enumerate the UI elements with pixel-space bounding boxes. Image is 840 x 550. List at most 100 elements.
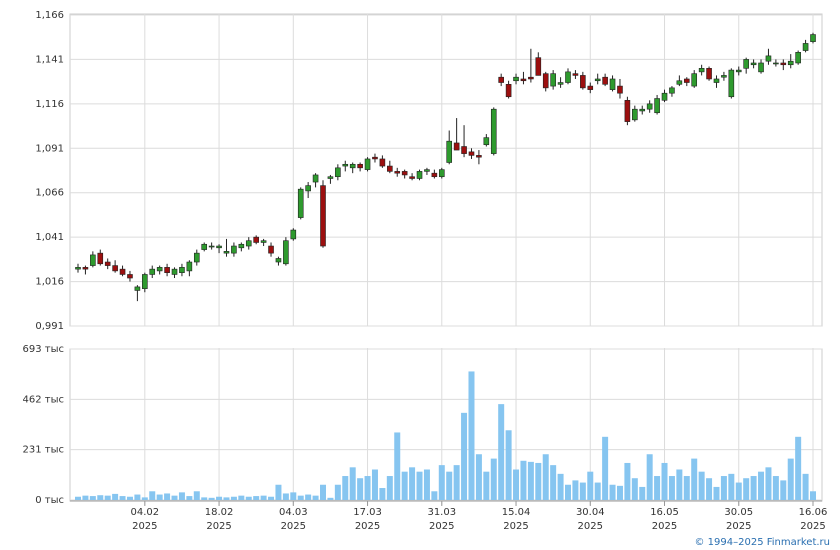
volume-bar xyxy=(342,476,349,500)
volume-bar xyxy=(594,482,601,500)
candle-body xyxy=(275,258,282,263)
volume-bar xyxy=(468,371,475,500)
candle-body xyxy=(342,163,349,167)
candle-body xyxy=(134,286,141,291)
volume-bar xyxy=(416,471,423,500)
candle-body xyxy=(617,85,623,94)
x-tick-label: 18.02 xyxy=(205,507,234,518)
x-tick-year: 2025 xyxy=(429,521,454,532)
candle-body xyxy=(654,98,660,114)
candle-body xyxy=(810,34,816,42)
volume-bar xyxy=(186,496,193,500)
candle-body xyxy=(758,62,764,73)
volume-bar xyxy=(357,478,364,500)
x-tick-year: 2025 xyxy=(281,521,306,532)
candle-body xyxy=(379,158,386,167)
candle-body xyxy=(683,78,690,83)
candle-body xyxy=(728,69,735,98)
candle-body xyxy=(520,78,527,82)
volume-bar xyxy=(305,494,312,500)
volume-bar xyxy=(535,462,542,500)
candle-body xyxy=(260,240,267,243)
candle-body xyxy=(624,100,631,122)
candle-body xyxy=(156,267,163,272)
volume-bar xyxy=(164,493,171,500)
candle-body xyxy=(171,268,178,275)
volume-bar xyxy=(780,480,787,500)
volume-bar xyxy=(698,471,705,500)
candle-body xyxy=(186,261,193,272)
y-tick-label: 231 тыс xyxy=(23,445,64,456)
volume-bar xyxy=(631,478,638,500)
volume-bar xyxy=(268,496,275,500)
candle-body xyxy=(713,78,720,83)
volume-bar xyxy=(253,496,260,500)
volume-bar xyxy=(743,478,750,500)
candle-body xyxy=(661,92,668,101)
candle-body xyxy=(179,267,185,273)
y-tick-label: 462 тыс xyxy=(23,394,64,405)
x-tick-label: 16.05 xyxy=(650,507,679,518)
candle-body xyxy=(706,68,712,80)
volume-bar xyxy=(149,491,156,500)
candle-body xyxy=(505,84,512,98)
volume-bar xyxy=(245,496,252,500)
y-tick-label: 1,016 xyxy=(35,277,64,288)
volume-bar xyxy=(550,465,557,500)
candle-body xyxy=(127,274,133,279)
y-tick-label: 1,141 xyxy=(35,54,64,65)
volume-bar xyxy=(431,491,438,500)
volume-bar xyxy=(446,471,453,500)
candle-body xyxy=(735,69,742,73)
volume-bar xyxy=(602,436,609,500)
volume-bar xyxy=(750,476,757,500)
x-tick-year: 2025 xyxy=(800,521,825,532)
x-tick-year: 2025 xyxy=(503,521,528,532)
y-tick-label: 1,041 xyxy=(35,232,64,243)
candle-body xyxy=(594,78,601,82)
volume-bar xyxy=(691,458,698,500)
volume-bar xyxy=(97,495,104,500)
volume-bar xyxy=(364,476,371,500)
volume-bar xyxy=(639,486,646,500)
candle-body xyxy=(461,146,467,154)
x-tick-year: 2025 xyxy=(206,521,231,532)
volume-bar xyxy=(461,412,468,500)
volume-bar xyxy=(565,484,571,500)
candle-body xyxy=(409,176,415,179)
y-tick-label: 693 тыс xyxy=(23,344,64,355)
volume-bar xyxy=(126,496,133,500)
volume-bar xyxy=(379,488,386,500)
candle-body xyxy=(750,62,757,66)
volume-bar xyxy=(654,476,661,500)
candle-body xyxy=(82,267,89,270)
candle-body xyxy=(632,108,638,121)
candle-body xyxy=(208,245,215,248)
candle-body xyxy=(580,75,586,89)
volume-bar xyxy=(141,497,148,500)
volume-bar xyxy=(312,495,319,500)
volume-bar xyxy=(609,484,616,500)
volume-bar xyxy=(475,454,482,500)
x-tick-label: 30.05 xyxy=(724,507,753,518)
x-tick-label: 31.03 xyxy=(427,507,456,518)
volume-bar xyxy=(327,497,334,500)
volume-bar xyxy=(720,476,727,500)
volume-bar xyxy=(178,492,185,500)
x-tick-label: 15.04 xyxy=(502,507,531,518)
candle-body xyxy=(394,171,401,174)
candle-body xyxy=(468,151,475,156)
x-tick-year: 2025 xyxy=(652,521,677,532)
volume-bar xyxy=(349,467,356,500)
candle-body xyxy=(572,73,579,76)
candle-body xyxy=(587,85,594,90)
x-tick-label: 17.03 xyxy=(353,507,382,518)
candle-body xyxy=(335,167,341,178)
candle-body xyxy=(149,268,156,275)
volume-bar xyxy=(401,471,408,500)
candle-body xyxy=(290,229,297,240)
candle-body xyxy=(201,243,208,250)
candle-body xyxy=(357,163,363,169)
volume-bar xyxy=(119,496,126,500)
x-tick-year: 2025 xyxy=(578,521,603,532)
